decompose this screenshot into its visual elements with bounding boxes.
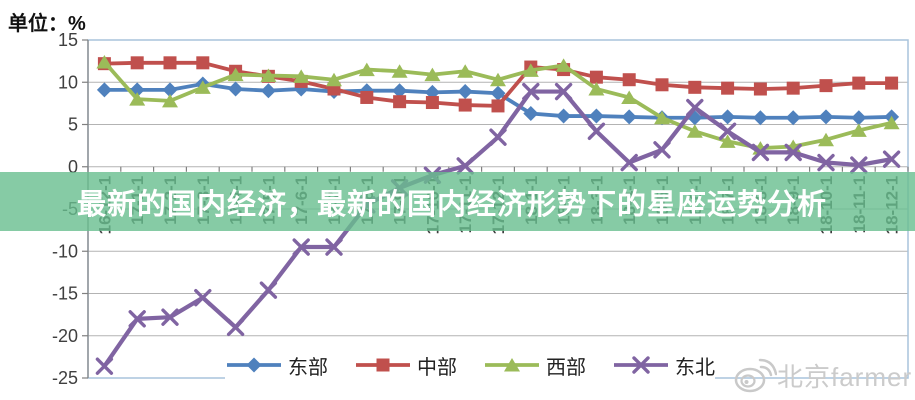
legend-label-northeast: 东北 (675, 356, 715, 379)
legend-swatch-triangle-icon (485, 358, 539, 372)
x-axis (87, 166, 909, 172)
legend-label-west: 西部 (546, 356, 586, 379)
legend-swatch-diamond-icon (227, 357, 281, 373)
legend-swatch-square-icon (356, 358, 410, 372)
series-west (96, 54, 900, 155)
legend-item-central: 中部 (354, 351, 457, 380)
series-northeast (95, 82, 901, 375)
series-east (96, 76, 900, 126)
weibo-eye-icon (734, 358, 777, 393)
legend-swatch-x-icon (614, 356, 668, 374)
headline-banner: 最新的国内经济，最新的国内经济形势下的星座运势分析 (0, 172, 915, 231)
y-tick-label: -10 (52, 241, 78, 261)
series-markers-northeast (95, 82, 901, 375)
y-tick-label: -20 (52, 326, 78, 346)
series-markers-east (96, 76, 900, 126)
y-tick-label: 10 (58, 72, 78, 92)
legend-label-east: 东部 (288, 356, 328, 379)
y-tick-label: 15 (58, 30, 78, 50)
legend-label-central: 中部 (417, 356, 457, 379)
y-tick-label: -15 (52, 284, 78, 304)
y-tick-label: -25 (52, 368, 78, 388)
legend-item-west: 西部 (483, 351, 586, 380)
headline-text: 最新的国内经济，最新的国内经济形势下的星座运势分析 (77, 188, 828, 221)
watermark-text: 北京farmer (777, 361, 913, 392)
watermark: 北京farmer (733, 355, 912, 395)
legend-item-east: 东部 (225, 351, 328, 380)
y-tick-label: 0 (68, 157, 78, 177)
legend-item-northeast: 东北 (612, 351, 715, 380)
y-tick-label: 5 (68, 115, 78, 135)
unit-label: 单位：% (8, 13, 86, 35)
legend: 东部 中部 西部 东北 (225, 349, 715, 381)
